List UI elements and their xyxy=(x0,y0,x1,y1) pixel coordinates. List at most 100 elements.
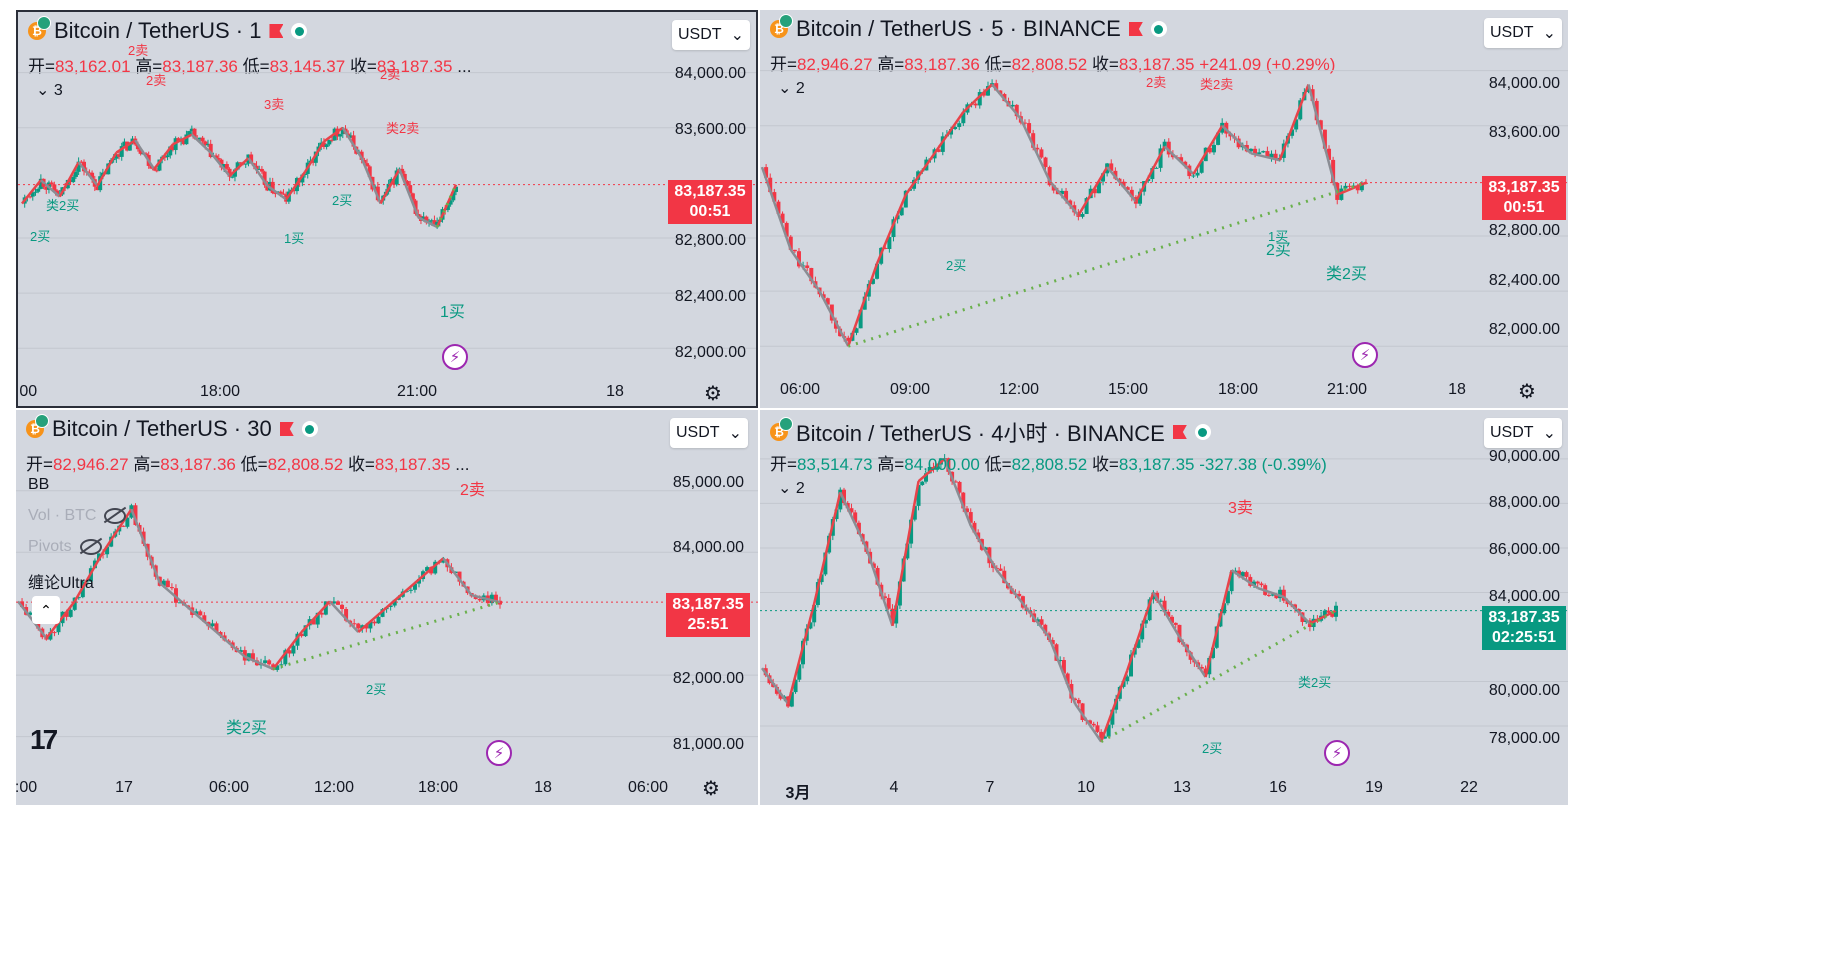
currency-select[interactable]: USDT ⌄ xyxy=(1484,18,1562,48)
candle-body xyxy=(1173,622,1178,625)
market-status-icon xyxy=(1194,424,1211,440)
y-axis-label: 82,000.00 xyxy=(1488,321,1560,338)
annotation-label: 2买 xyxy=(30,229,51,244)
candle-body xyxy=(903,190,908,208)
candle-body xyxy=(856,522,861,535)
hidden-eye-icon[interactable] xyxy=(104,507,127,524)
swing-stroke xyxy=(865,547,894,627)
annotation-label: 类2买 xyxy=(46,198,80,213)
lightning-icon[interactable]: ⚡ xyxy=(442,344,468,370)
swing-stroke xyxy=(1047,636,1077,705)
price-plot[interactable] xyxy=(16,410,758,805)
swing-stroke xyxy=(904,152,936,196)
candle-body xyxy=(1031,133,1036,148)
candle-body xyxy=(372,621,377,624)
candle-body xyxy=(812,605,817,623)
price-plot[interactable] xyxy=(760,410,1568,805)
indicator-volume[interactable]: Vol · BTC xyxy=(28,507,127,525)
lightning-icon[interactable]: ⚡ xyxy=(1352,342,1378,368)
candle-body xyxy=(365,163,370,167)
price-plot[interactable] xyxy=(760,10,1568,408)
candle-body xyxy=(825,298,830,305)
currency-select[interactable]: USDT ⌄ xyxy=(672,20,750,50)
price-plot[interactable] xyxy=(18,12,758,408)
symbol-title[interactable]: Bitcoin / TetherUS · 30 xyxy=(52,416,272,441)
swing-stroke xyxy=(991,83,1022,120)
currency-select[interactable]: USDT ⌄ xyxy=(1484,418,1562,448)
indicator-pivots[interactable]: Pivots xyxy=(28,538,102,556)
candle-body xyxy=(243,163,248,165)
collapse-up-icon[interactable]: ⌃ xyxy=(32,596,60,624)
y-axis-label: 82,000.00 xyxy=(674,344,746,361)
candle-body xyxy=(1347,185,1352,187)
settings-icon[interactable]: ⚙ xyxy=(704,382,722,405)
chart-pane-5m[interactable]: ₿ Bitcoin / TetherUS · 5 · BINANCE 开=82,… xyxy=(760,10,1568,408)
candle-body xyxy=(52,184,57,191)
candle-body xyxy=(52,632,57,634)
collapse-indicators-button[interactable]: ⌄ 2 xyxy=(778,480,805,497)
candle-body xyxy=(1035,619,1040,622)
chart-pane-30m[interactable]: ₿ Bitcoin / TetherUS · 30 开=82,946.27 高=… xyxy=(16,410,758,805)
x-axis-label: 06:00 xyxy=(208,779,250,796)
chart-pane-1m[interactable]: ₿ Bitcoin / TetherUS · 1 开=83,162.01 高=8… xyxy=(16,10,758,408)
hidden-eye-icon[interactable] xyxy=(79,538,102,555)
symbol-title[interactable]: Bitcoin / TetherUS · 5 · BINANCE xyxy=(796,16,1121,41)
indicator-chan[interactable]: 缠论Ultra xyxy=(28,575,94,592)
candle-body xyxy=(854,328,859,333)
candle-body xyxy=(189,128,194,132)
candle-body xyxy=(412,583,417,590)
candle-body xyxy=(846,337,851,341)
candle-body xyxy=(351,135,356,147)
currency-select[interactable]: USDT ⌄ xyxy=(670,418,748,448)
candle-body xyxy=(1109,163,1114,171)
swing-stroke xyxy=(1152,591,1181,638)
x-axis-label: 18 xyxy=(606,383,624,400)
swing-stroke xyxy=(115,139,136,154)
candle-body xyxy=(181,140,186,145)
candle-body xyxy=(819,574,824,583)
symbol-title[interactable]: Bitcoin / TetherUS · 4小时 · BINANCE xyxy=(796,421,1165,446)
candle-body xyxy=(1307,620,1312,628)
candle-body xyxy=(871,563,876,568)
swing-stroke xyxy=(917,457,946,483)
collapse-indicators-button[interactable]: ⌄ 3 xyxy=(36,82,63,99)
candle-body xyxy=(408,185,413,194)
annotation-label: 2卖 xyxy=(1146,75,1167,90)
candle-body xyxy=(1278,589,1283,599)
annotation-label: 类2卖 xyxy=(1200,77,1234,92)
candle-body xyxy=(821,294,826,299)
chevron-down-icon: ⌄ xyxy=(728,425,742,442)
tradingview-logo[interactable]: 17 xyxy=(30,724,58,755)
collapse-indicators-button[interactable]: ⌄ 2 xyxy=(778,80,805,97)
candle-body xyxy=(862,296,867,310)
candle-body xyxy=(1265,151,1270,158)
annotation-label: 1买 xyxy=(1268,229,1289,244)
candle-body xyxy=(1050,639,1055,645)
chart-pane-4h[interactable]: ₿ Bitcoin / TetherUS · 4小时 · BINANCE 开=8… xyxy=(760,410,1568,805)
flag-icon[interactable] xyxy=(279,422,294,436)
lightning-icon[interactable]: ⚡ xyxy=(486,740,512,766)
flag-icon[interactable] xyxy=(1128,22,1143,36)
symbol-title[interactable]: Bitcoin / TetherUS · 1 xyxy=(54,18,262,43)
settings-icon[interactable]: ⚙ xyxy=(1518,380,1536,403)
candle-body xyxy=(976,532,981,540)
candle-body xyxy=(122,141,127,147)
annotation-label: 3卖 xyxy=(1228,500,1253,517)
flag-icon[interactable] xyxy=(269,24,284,38)
candle-body xyxy=(1027,123,1032,134)
candle-body xyxy=(323,601,328,615)
candle-body xyxy=(1051,185,1056,191)
candle-body xyxy=(1047,167,1052,186)
candle-body xyxy=(257,168,262,170)
candle-body xyxy=(161,580,166,586)
swing-stroke xyxy=(786,603,816,705)
flag-icon[interactable] xyxy=(1172,425,1187,439)
candle-body xyxy=(340,604,345,609)
settings-icon[interactable]: ⚙ xyxy=(702,777,720,800)
indicator-bb[interactable]: BB xyxy=(28,476,50,493)
lightning-icon[interactable]: ⚡ xyxy=(1324,740,1350,766)
swing-stroke xyxy=(398,168,420,218)
annotation-label: 2买 xyxy=(946,258,967,273)
candle-body xyxy=(1073,698,1078,700)
candle-body xyxy=(321,142,326,147)
